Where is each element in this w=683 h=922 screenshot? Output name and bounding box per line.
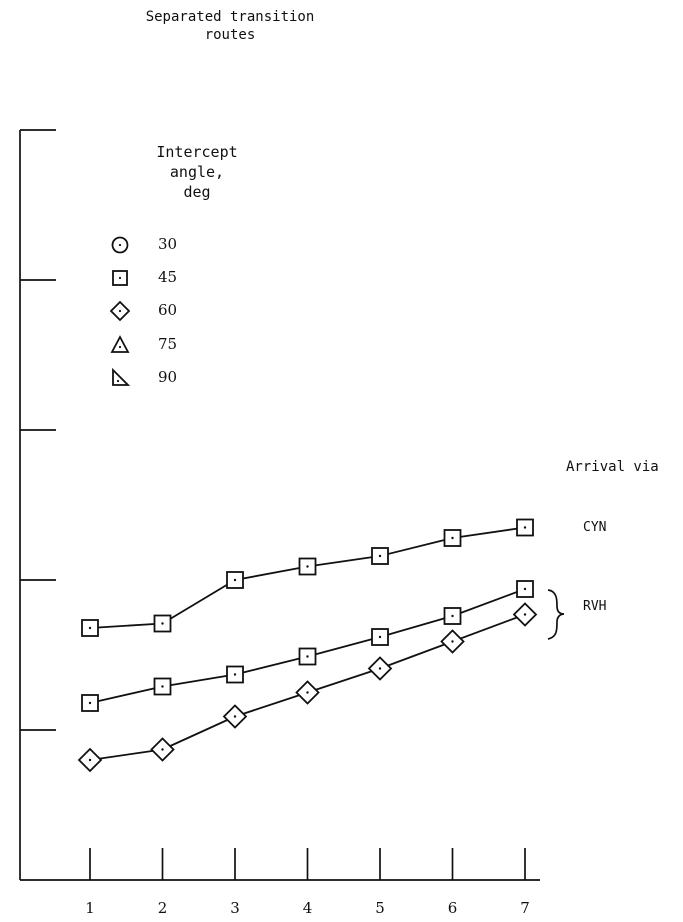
legend-triangle-icon (110, 335, 130, 353)
data-point-square (298, 557, 317, 576)
chart-title: Separated transition routes (145, 9, 315, 43)
point-center-dot (161, 685, 164, 688)
data-point-square (443, 607, 462, 625)
chart-series (77, 518, 538, 773)
data-point-square (443, 529, 462, 547)
rvh-bracket (547, 589, 565, 640)
data-point-diamond (77, 747, 103, 773)
data-point-square (153, 614, 172, 633)
arrival-via-label: Arrival via (566, 459, 659, 475)
point-center-dot (451, 536, 454, 540)
point-center-dot (378, 635, 382, 639)
data-point-square (516, 580, 534, 598)
point-center-dot (378, 554, 382, 558)
point-center-dot (378, 667, 382, 670)
point-center-dot (451, 640, 454, 643)
data-point-square (81, 694, 99, 712)
legend-label-90: 90 (158, 368, 178, 386)
data-point-diamond (367, 656, 393, 681)
data-point-diamond (512, 602, 538, 627)
x-tick-label: 5 (375, 899, 385, 917)
data-point-diamond (295, 680, 320, 705)
point-center-dot (233, 673, 237, 676)
point-center-dot (523, 587, 527, 591)
data-point-square (81, 619, 99, 637)
x-tick-label: 3 (230, 899, 240, 917)
point-center-dot (88, 701, 92, 705)
data-point-square (226, 571, 244, 589)
legend-label-45: 45 (158, 268, 178, 286)
legend-diamond-icon (109, 300, 131, 322)
legend-title: Intercept angle, deg (156, 143, 238, 201)
data-point-square (226, 665, 244, 684)
x-tick-label: 1 (85, 899, 95, 917)
data-point-square (371, 547, 389, 565)
arrival-label-cyn: CYN (583, 520, 607, 535)
point-center-dot (523, 613, 527, 616)
data-point-square (516, 518, 534, 537)
point-center-dot (88, 626, 92, 630)
point-center-dot (306, 655, 309, 658)
data-point-diamond (440, 629, 465, 654)
legend-label-75: 75 (158, 335, 178, 353)
legend-square-icon (112, 270, 128, 286)
legend-circle-icon (111, 236, 129, 254)
data-point-diamond (222, 704, 248, 729)
x-tick-label: 7 (520, 899, 530, 917)
point-center-dot (161, 622, 164, 625)
legend-label-60: 60 (158, 301, 178, 319)
point-center-dot (233, 578, 237, 582)
data-point-square (298, 647, 317, 666)
point-center-dot (306, 565, 309, 568)
x-tick-label: 4 (303, 899, 313, 917)
point-center-dot (88, 758, 92, 762)
point-center-dot (306, 691, 309, 694)
arrival-label-rvh: RVH (583, 599, 607, 614)
data-point-square (371, 628, 389, 646)
data-point-square (153, 677, 172, 696)
point-center-dot (233, 715, 237, 718)
point-center-dot (451, 614, 454, 618)
point-center-dot (523, 526, 527, 529)
x-tick-label: 6 (448, 899, 458, 917)
legend-label-30: 30 (158, 235, 178, 253)
data-point-diamond (150, 737, 175, 762)
point-center-dot (161, 748, 164, 751)
x-tick-label: 2 (158, 899, 168, 917)
legend-right-triangle-icon (112, 367, 131, 386)
